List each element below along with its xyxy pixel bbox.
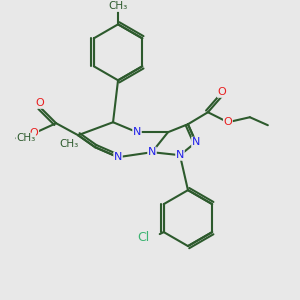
Text: CH₃: CH₃ (60, 139, 79, 149)
Text: N: N (148, 147, 156, 157)
Text: Cl: Cl (137, 231, 150, 244)
Text: CH₃: CH₃ (108, 2, 128, 11)
Text: N: N (192, 137, 200, 147)
Text: CH₃: CH₃ (16, 133, 35, 143)
Text: N: N (114, 152, 122, 162)
Text: N: N (133, 127, 141, 137)
Text: N: N (176, 150, 184, 160)
Text: O: O (218, 87, 226, 97)
Text: O: O (30, 128, 38, 138)
Text: O: O (36, 98, 44, 108)
Text: O: O (224, 117, 232, 127)
